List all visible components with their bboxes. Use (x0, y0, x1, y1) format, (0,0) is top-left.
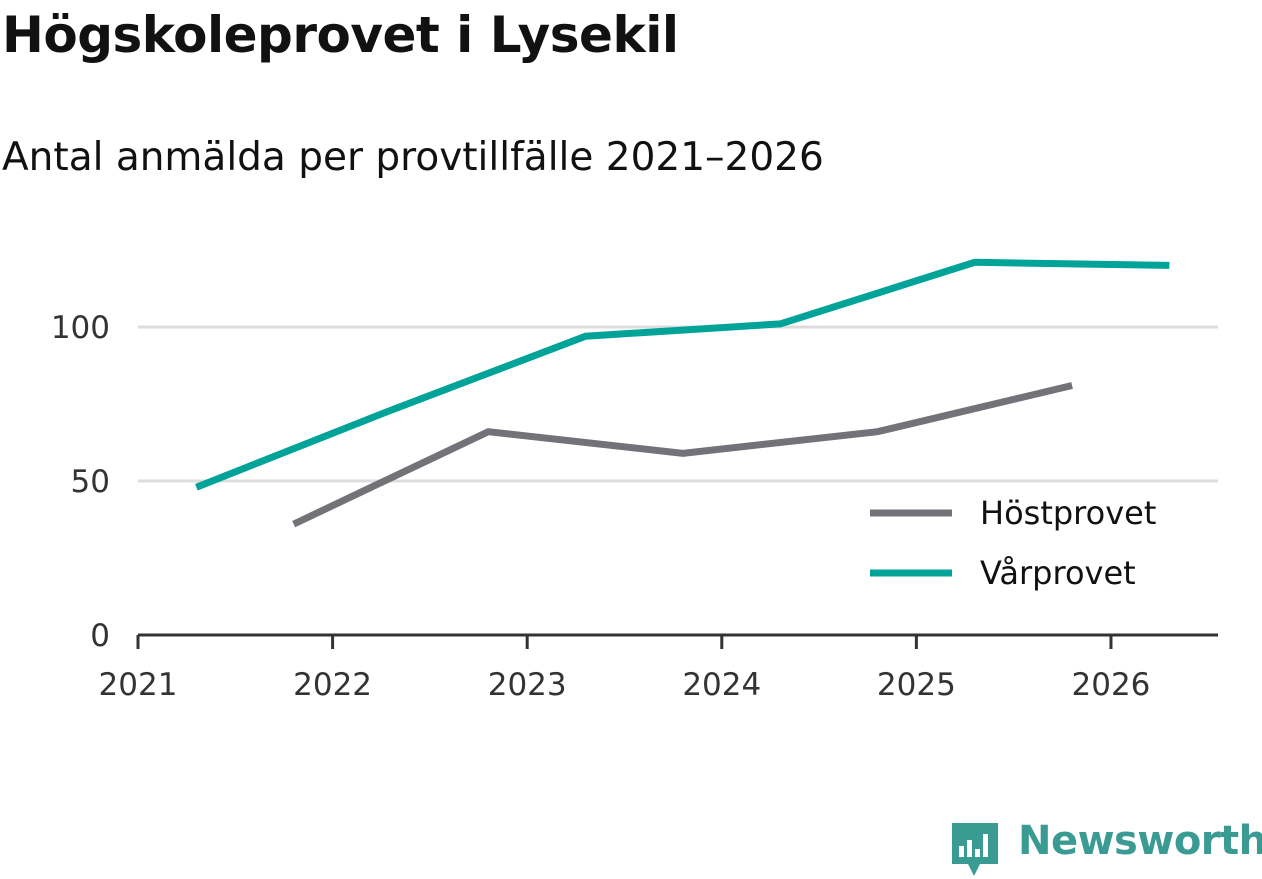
x-tick-label: 2025 (877, 667, 956, 703)
gridlines (138, 325, 1218, 483)
legend-label-varprovet: Vårprovet (980, 554, 1136, 592)
newsworthy-logo-icon (952, 823, 998, 876)
newsworthy-brand: Newsworthy (950, 818, 1262, 878)
series-lines (195, 258, 1170, 528)
series-line-hostprovet (292, 382, 1073, 528)
y-tick-label: 50 (71, 464, 110, 500)
x-tick-label: 2024 (682, 667, 761, 703)
x-tick-label: 2023 (488, 667, 567, 703)
x-tick-label: 2022 (293, 667, 372, 703)
legend: Höstprovet Vårprovet (858, 491, 1193, 603)
x-tick-label: 2021 (99, 667, 178, 703)
series-line-varprovet (195, 258, 1170, 491)
chart-subtitle: Antal anmälda per provtillfälle 2021–202… (2, 135, 824, 180)
legend-label-hostprovet: Höstprovet (980, 494, 1156, 532)
brand-name: Newsworthy (1018, 818, 1262, 864)
x-tick-label: 2026 (1072, 667, 1151, 703)
x-axis: 2021 2022 2023 2024 2025 2026 (99, 633, 1218, 703)
y-tick-label: 0 (90, 618, 110, 654)
y-axis-ticks: 0 50 100 (51, 310, 110, 654)
y-tick-label: 100 (51, 310, 110, 346)
chart-title: Högskoleprovet i Lysekil (2, 6, 679, 64)
